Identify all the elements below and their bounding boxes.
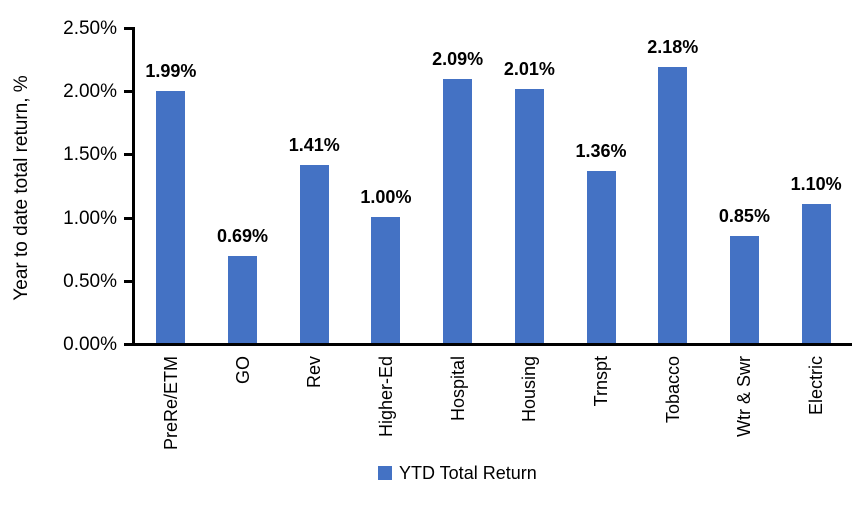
bar-value-label: 1.36%: [575, 141, 627, 162]
bar-value-label: 0.85%: [718, 205, 770, 226]
legend-swatch-icon: [378, 466, 392, 480]
y-tick-label: 0.50%: [63, 270, 117, 292]
bar-value-label: 1.00%: [360, 186, 412, 207]
bar: [658, 67, 688, 343]
category-label: Trnspt: [591, 356, 612, 407]
bar-value-label: 1.41%: [288, 134, 340, 155]
bar: [729, 235, 759, 343]
category-label: Housing: [519, 356, 540, 423]
y-tick-label: 1.50%: [63, 144, 117, 166]
legend: YTD Total Return: [378, 462, 537, 484]
bar-value-label: 2.09%: [432, 48, 484, 69]
bar: [443, 78, 473, 343]
category-label: Tobacco: [662, 356, 683, 424]
bar: [299, 164, 329, 343]
bar-value-label: 2.18%: [647, 37, 699, 58]
y-tick-label: 2.50%: [63, 18, 117, 39]
category-label: GO: [232, 356, 253, 385]
bar: [514, 88, 544, 343]
bar: [586, 171, 616, 343]
y-tick-label: 1.00%: [63, 207, 117, 229]
category-label: Rev: [304, 356, 325, 389]
category-label: PreRe/ETM: [160, 356, 181, 451]
y-tick-label: 0.00%: [63, 334, 117, 355]
plot-area: 1.99% 0.69% 1.41% 1.00% 2.09% 2.01% 1.36% 2.18%…: [132, 27, 852, 346]
bar-value-label: 0.69%: [217, 225, 269, 246]
bar: [228, 255, 258, 343]
legend-label: YTD Total Return: [399, 463, 537, 483]
category-label: Higher-Ed: [375, 356, 396, 438]
category-label: Wtr & Swr: [734, 356, 755, 437]
y-tick-label: 2.00%: [63, 81, 117, 103]
bar-value-label: 1.99%: [145, 61, 197, 82]
category-label: Electric: [806, 356, 827, 416]
bar-value-label: 1.10%: [790, 173, 842, 194]
bar: [156, 91, 186, 343]
y-axis-title: Year to date total return, %: [11, 75, 32, 301]
bar-value-label: 2.01%: [503, 58, 555, 79]
bar: [371, 216, 401, 343]
category-label: Hospital: [447, 356, 468, 422]
bar: [801, 203, 831, 343]
